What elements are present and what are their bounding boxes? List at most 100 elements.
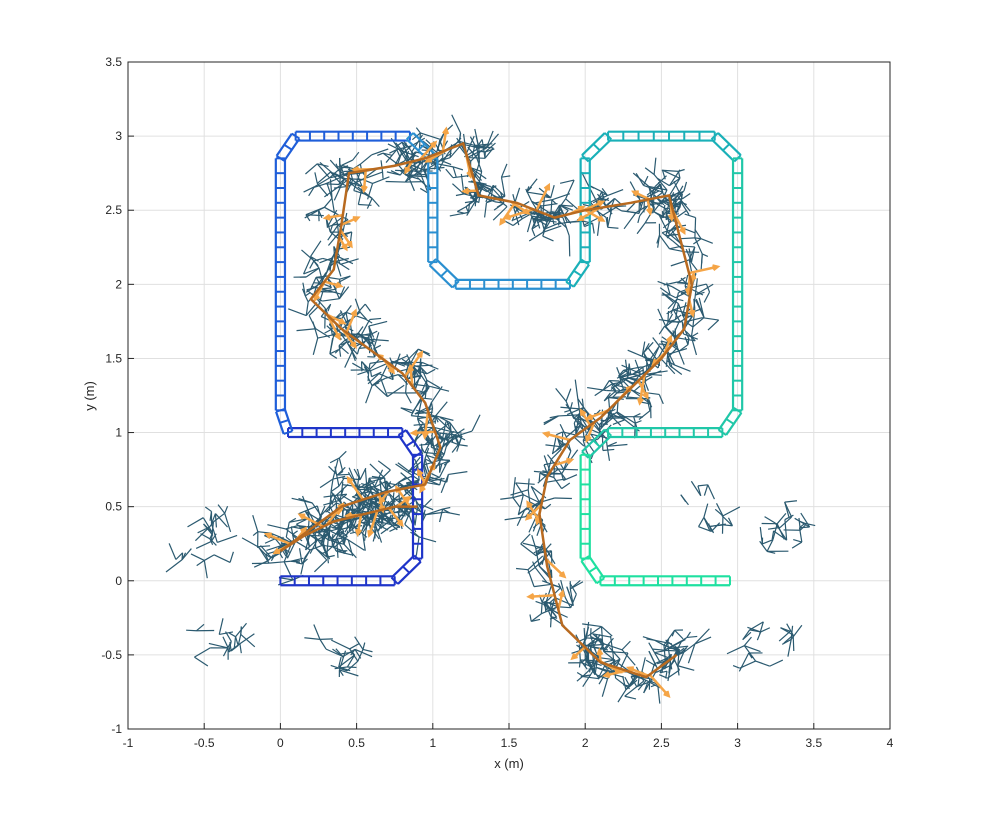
tree-edge bbox=[543, 603, 548, 611]
tree-edge bbox=[328, 533, 337, 552]
tree-edge bbox=[407, 456, 421, 473]
tree-edge bbox=[346, 341, 358, 360]
tree-edge bbox=[209, 538, 217, 546]
tree-edge bbox=[778, 630, 791, 642]
x-tick-label: 3.5 bbox=[805, 736, 822, 750]
x-tick-label: 2.5 bbox=[653, 736, 670, 750]
tree-edge bbox=[330, 485, 340, 493]
tree-edge bbox=[241, 537, 259, 548]
tree-edge bbox=[664, 208, 670, 224]
arrow-shaft bbox=[347, 477, 365, 501]
tree-edge bbox=[500, 497, 513, 500]
tree-edge bbox=[771, 530, 775, 540]
tree-edge bbox=[356, 488, 376, 491]
tree-edge bbox=[298, 497, 313, 504]
tree-edge bbox=[343, 543, 357, 559]
x-axis-ticks: -1 -0.5 0 0.5 1 1.5 2 2.5 3 3.5 4 bbox=[123, 723, 894, 750]
tree-edge bbox=[540, 203, 558, 207]
tree-edge bbox=[551, 434, 558, 455]
tree-edge bbox=[694, 278, 698, 296]
arrow-shaft bbox=[368, 510, 379, 536]
track-brick bbox=[440, 269, 449, 278]
tree-edge bbox=[703, 484, 709, 496]
tree-edge bbox=[624, 676, 631, 687]
tree-edge bbox=[314, 177, 330, 188]
tree-edge bbox=[168, 543, 177, 560]
tree-edge bbox=[661, 232, 673, 242]
arrow-head bbox=[322, 213, 331, 221]
tree-edge bbox=[685, 321, 694, 328]
tree-edge bbox=[264, 554, 269, 561]
tree-edge bbox=[643, 184, 663, 193]
tree-edge bbox=[334, 466, 340, 487]
tree-edge bbox=[357, 649, 364, 662]
tree-edge bbox=[648, 650, 657, 667]
tree-edge bbox=[525, 188, 533, 202]
track-brick bbox=[279, 419, 289, 424]
tree-edge bbox=[446, 421, 452, 432]
tree-edge bbox=[305, 282, 322, 293]
tree-edge bbox=[458, 132, 462, 144]
tree-edge bbox=[389, 494, 396, 507]
tree-edge bbox=[459, 140, 475, 147]
tree-edge bbox=[681, 245, 695, 248]
tree-edge bbox=[659, 670, 668, 674]
tree-edge bbox=[323, 518, 330, 535]
tree-edge bbox=[397, 152, 403, 165]
tree-edge bbox=[165, 559, 183, 573]
tree-edge bbox=[694, 229, 702, 240]
tree-edge bbox=[467, 202, 471, 213]
tree-edge bbox=[270, 532, 280, 538]
arrow-shaft bbox=[585, 421, 596, 442]
arrow-head bbox=[576, 214, 585, 222]
tree-edge bbox=[284, 560, 291, 563]
tree-edge bbox=[438, 463, 443, 473]
tree-edge bbox=[426, 368, 436, 375]
tree-edge bbox=[400, 152, 409, 163]
tree-edge bbox=[442, 506, 451, 510]
heading-arrow bbox=[419, 140, 438, 161]
tree-edge bbox=[338, 339, 346, 346]
tree-edge bbox=[648, 642, 656, 653]
tree-edge bbox=[452, 183, 465, 195]
tree-edge bbox=[434, 415, 454, 421]
tree-edge bbox=[313, 260, 319, 267]
tree-edge bbox=[663, 281, 678, 286]
tree-edge bbox=[377, 152, 384, 156]
x-tick-label: 0 bbox=[277, 736, 284, 750]
tree-edge bbox=[608, 380, 621, 392]
tree-edge bbox=[583, 627, 586, 648]
tree-edge bbox=[667, 669, 680, 679]
tree-edge bbox=[687, 337, 690, 345]
tree-edge bbox=[484, 202, 488, 218]
tree-edge bbox=[423, 459, 441, 466]
tree-edge bbox=[431, 473, 440, 479]
tree-edge bbox=[413, 432, 420, 442]
tree-edge bbox=[217, 534, 238, 544]
arrow-head bbox=[416, 350, 424, 358]
tree-edge bbox=[304, 209, 319, 219]
y-tick-label: -1 bbox=[111, 722, 122, 736]
tree-edge bbox=[363, 491, 378, 508]
tree-edge bbox=[407, 175, 427, 178]
arrow-shaft bbox=[356, 514, 363, 535]
tree-edge bbox=[661, 170, 666, 180]
tree-edge bbox=[432, 157, 451, 164]
tree-edge bbox=[700, 238, 713, 244]
y-tick-label: 3.5 bbox=[105, 55, 122, 69]
tree-edge bbox=[654, 657, 669, 665]
tree-edge bbox=[773, 530, 787, 541]
tree-edge bbox=[369, 360, 386, 364]
tree-edge bbox=[237, 634, 242, 646]
tree-edge bbox=[346, 660, 359, 672]
arrow-head bbox=[367, 529, 374, 538]
tree-edge bbox=[312, 337, 319, 355]
tree-edge bbox=[443, 435, 461, 446]
tree-edge bbox=[379, 480, 387, 491]
tree-edge bbox=[592, 633, 611, 638]
tree-edge bbox=[352, 151, 360, 161]
tree-edge bbox=[337, 178, 346, 186]
tree-edge bbox=[542, 225, 562, 233]
tree-edge bbox=[291, 526, 311, 532]
tree-edge bbox=[202, 517, 214, 534]
